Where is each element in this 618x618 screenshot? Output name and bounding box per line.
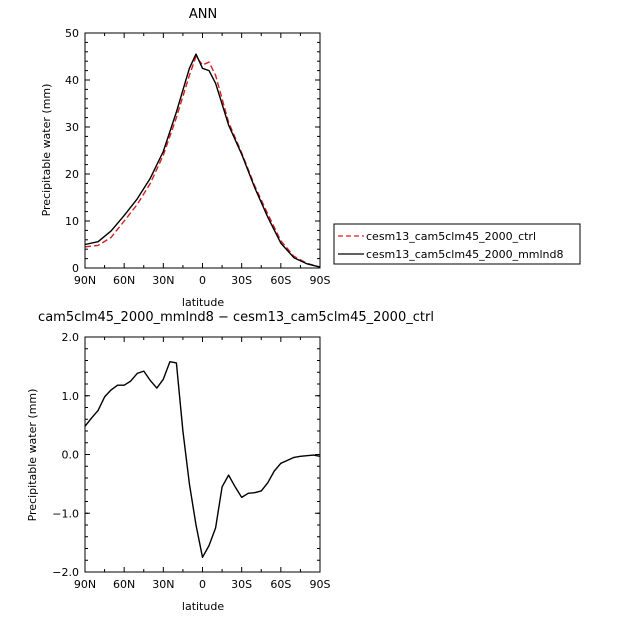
y-tick-label: −1.0 [52, 507, 79, 520]
y-tick-label: 0 [72, 262, 79, 275]
x-tick-label: 90N [74, 578, 96, 591]
x-tick-label: 30N [152, 578, 174, 591]
top-x-axis-label: latitude [182, 296, 224, 309]
legend: cesm13_cam5clm45_2000_ctrl cesm13_cam5cl… [333, 223, 581, 265]
x-tick-label: 60S [270, 578, 291, 591]
y-tick-label: 20 [65, 168, 79, 181]
x-tick-label: 90S [310, 578, 331, 591]
top-axis-ticks: 90N 60N 30N 0 30S 60S 90S 0 10 20 30 40 50 [65, 27, 331, 287]
x-tick-label: 60N [113, 578, 135, 591]
series-line-0 [84, 361, 321, 558]
y-tick-label: 1.0 [62, 390, 80, 403]
y-tick-label: 0.0 [62, 449, 80, 462]
legend-label-mmlnd8: cesm13_cam5clm45_2000_mmlnd8 [366, 248, 564, 261]
y-tick-label: 10 [65, 215, 79, 228]
y-tick-label: −2.0 [52, 566, 79, 579]
bottom-x-axis-label: latitude [182, 600, 224, 613]
y-tick-label: 40 [65, 74, 79, 87]
legend-box [333, 223, 581, 265]
legend-label-ctrl: cesm13_cam5clm45_2000_ctrl [366, 230, 536, 243]
series-line-1 [84, 53, 321, 268]
top-chart-title: ANN [189, 7, 217, 22]
x-tick-label: 0 [199, 274, 206, 287]
top-panel: ANN Precipitable water (mm) latitude 90N… [40, 7, 331, 309]
x-tick-label: 90S [310, 274, 331, 287]
bottom-series-lines [84, 361, 321, 558]
y-tick-label: 30 [65, 121, 79, 134]
series-line-0 [84, 55, 321, 268]
bottom-plot-frame [84, 336, 321, 573]
bottom-axis-ticks: 90N 60N 30N 0 30S 60S 90S 2.0 1.0 0.0 −1.0 −2.0 [52, 331, 330, 591]
bottom-panel: cam5clm45_2000_mmlnd8 − cesm13_cam5clm45… [26, 310, 434, 613]
x-tick-label: 90N [74, 274, 96, 287]
x-tick-label: 30S [231, 274, 252, 287]
bottom-y-axis-label: Precipitable water (mm) [26, 389, 39, 522]
x-tick-label: 60N [113, 274, 135, 287]
x-tick-label: 0 [199, 578, 206, 591]
x-tick-label: 30S [231, 578, 252, 591]
y-tick-label: 50 [65, 27, 79, 40]
bottom-chart-title: cam5clm45_2000_mmlnd8 − cesm13_cam5clm45… [38, 310, 434, 325]
top-series-lines [84, 53, 321, 268]
top-y-axis-label: Precipitable water (mm) [40, 84, 53, 217]
x-tick-label: 30N [152, 274, 174, 287]
top-plot-frame [84, 32, 321, 269]
x-tick-label: 60S [270, 274, 291, 287]
y-tick-label: 2.0 [62, 331, 80, 344]
